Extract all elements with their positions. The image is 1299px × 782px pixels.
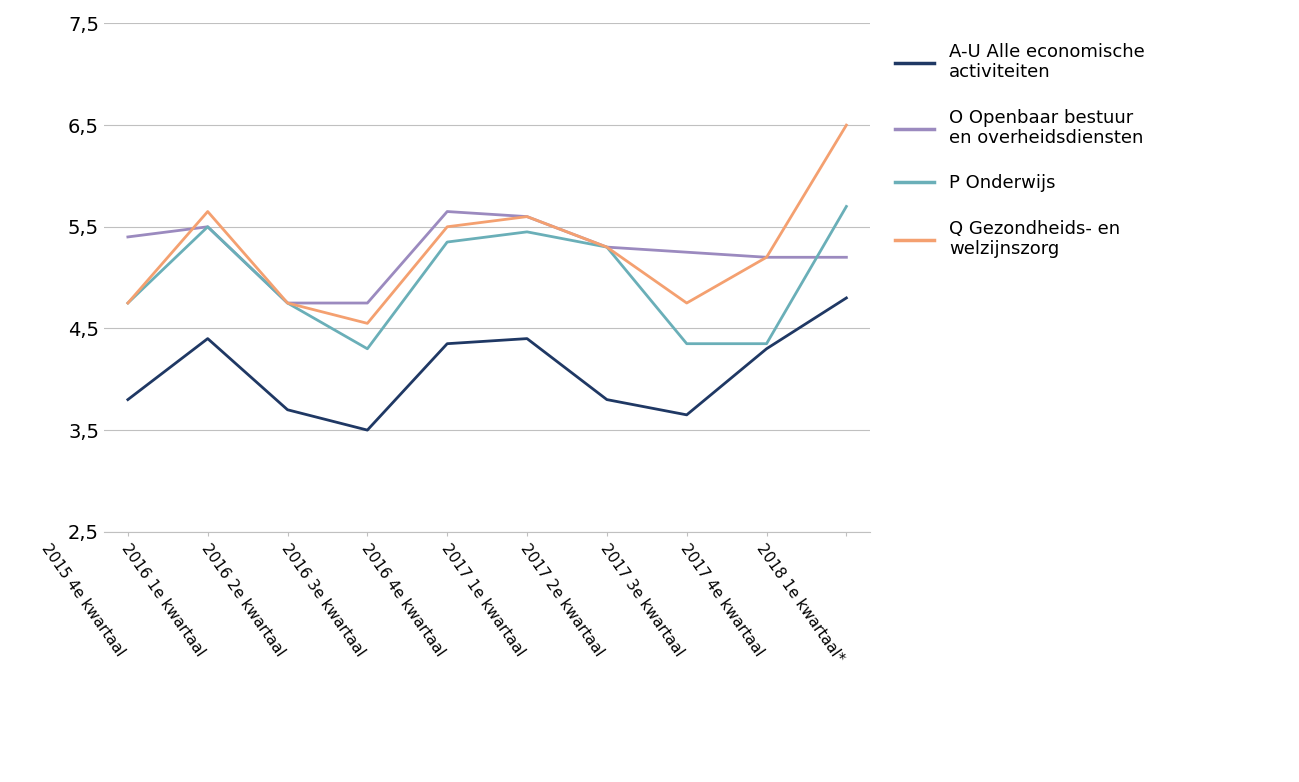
Legend: A-U Alle economische
activiteiten, O Openbaar bestuur
en overheidsdiensten, P On: A-U Alle economische activiteiten, O Ope…	[895, 43, 1144, 258]
